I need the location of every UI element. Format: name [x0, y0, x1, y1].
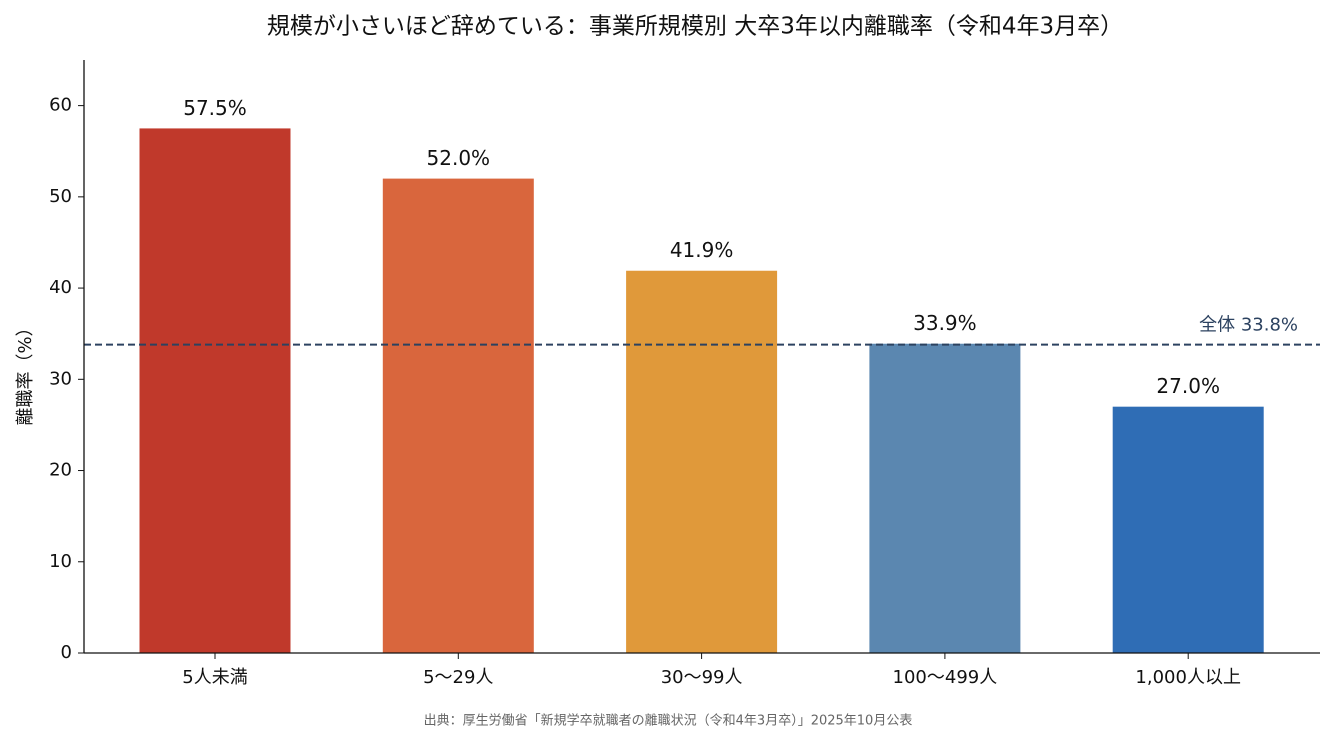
x-tick-label: 100〜499人 [893, 667, 998, 688]
y-tick-label: 60 [49, 95, 72, 116]
y-tick-label: 0 [61, 642, 72, 663]
value-label: 27.0% [1156, 374, 1220, 398]
x-tick-label: 5人未満 [182, 667, 247, 688]
source-note: 出典：厚生労働省「新規学卒就職者の離職状況（令和4年3月卒）」2025年10月公… [424, 713, 913, 729]
value-label: 57.5% [183, 96, 247, 120]
bar [1112, 406, 1264, 653]
x-tick-label: 30〜99人 [661, 667, 743, 688]
y-tick-label: 30 [49, 368, 72, 389]
bar [139, 128, 291, 653]
y-tick-label: 40 [49, 277, 72, 298]
y-tick-label: 50 [49, 186, 72, 207]
x-tick-label: 5〜29人 [423, 667, 493, 688]
value-label: 33.9% [913, 311, 977, 335]
x-tick-label: 1,000人以上 [1135, 667, 1241, 688]
reference-label: 全体 33.8% [1199, 315, 1298, 336]
bar [382, 178, 534, 653]
chart-title: 規模が小さいほど辞めている：事業所規模別 大卒3年以内離職率（令和4年3月卒） [267, 14, 1123, 40]
y-axis-label: 離職率（%） [15, 318, 36, 425]
value-label: 41.9% [670, 238, 734, 262]
y-tick-label: 20 [49, 460, 72, 481]
bar [626, 270, 778, 653]
value-label: 52.0% [427, 146, 491, 170]
y-tick-label: 10 [49, 551, 72, 572]
bar [869, 343, 1021, 653]
